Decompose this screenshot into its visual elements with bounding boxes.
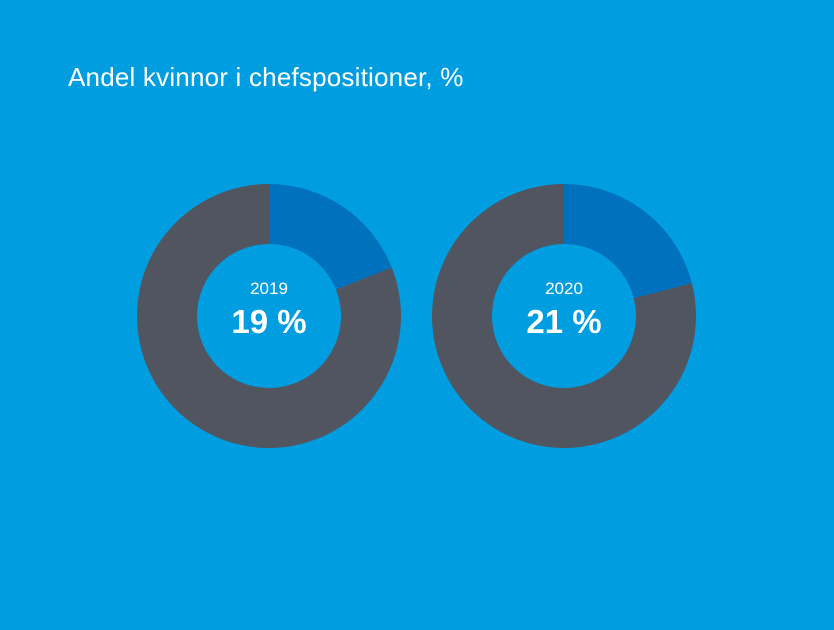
percentage-label: 21 % [526, 303, 601, 340]
donut-slice-women [564, 184, 692, 299]
donut-slice-other [432, 184, 696, 449]
percentage-label: 19 % [231, 303, 306, 340]
chart-title: Andel kvinnor i chefspositioner, % [68, 62, 464, 92]
donut-chart-2020: 2020 21 % [432, 184, 696, 449]
donut-slice-women [269, 184, 392, 290]
donut-chart-2019: 2019 19 % [137, 184, 402, 449]
year-label: 2020 [545, 279, 583, 298]
donut-slice-other [137, 184, 402, 449]
year-label: 2019 [250, 279, 288, 298]
